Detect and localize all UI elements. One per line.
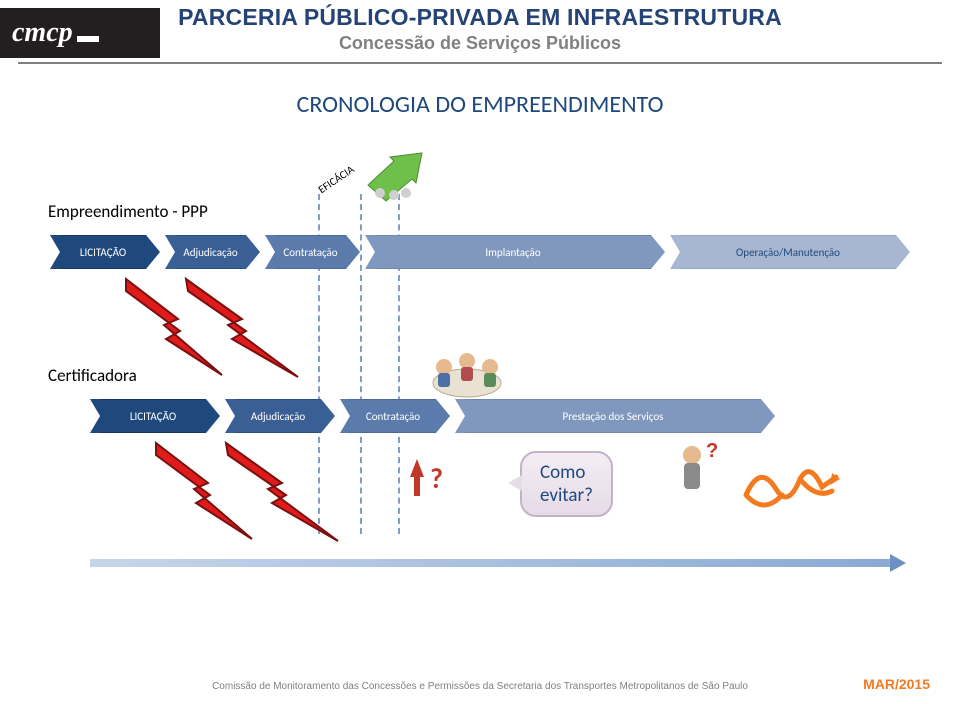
logo-underscore	[77, 36, 99, 42]
flow-step-label: Prestação dos Serviços	[465, 399, 761, 433]
footer-text: Comissão de Monitoramento das Concessões…	[0, 681, 960, 692]
meeting-clipart	[422, 339, 512, 403]
lightning-bolt-icon	[220, 439, 350, 554]
guide-line	[360, 194, 362, 534]
bubble-line1: Como	[540, 461, 593, 484]
flow-step: LICITAÇÃO	[50, 235, 160, 269]
footer-date: MAR/2015	[863, 676, 930, 692]
flow-step: Operação/Manutenção	[670, 235, 910, 269]
flow-step-label: LICITAÇÃO	[60, 235, 146, 269]
question-mark: ?	[430, 461, 443, 496]
section-title: CRONOLOGIA DO EMPREENDIMENTO	[0, 90, 960, 119]
flow-step-label: Operação/Manutenção	[680, 235, 896, 269]
header: cmcp PARCERIA PÚBLICO-PRIVADA EM INFRAES…	[0, 0, 960, 70]
lightning-bolt-icon	[180, 275, 310, 390]
flow-step: LICITAÇÃO	[90, 399, 220, 433]
confused-person-clipart: ?	[674, 439, 722, 505]
diagram-stage: EFICÁCIA Empreendimento - PPP LICITAÇÃO A…	[0, 139, 960, 599]
row-label-ppp: Empreendimento - PPP	[48, 201, 208, 222]
flow-step-label: LICITAÇÃO	[100, 399, 206, 433]
logo: cmcp	[0, 8, 160, 58]
tangle-clipart	[740, 455, 840, 515]
flow-step: Implantação	[365, 235, 665, 269]
team-push-arrow-clipart	[360, 143, 440, 203]
callout-bubble: Como evitar?	[520, 451, 613, 517]
flow-step-label: Contratação	[350, 399, 436, 433]
svg-text:?: ?	[706, 440, 718, 462]
flow-step-label: Contratação	[275, 235, 346, 269]
flow-step: Prestação dos Serviços	[455, 399, 775, 433]
logo-text: cmcp	[12, 17, 73, 49]
flow-step: Contratação	[340, 399, 450, 433]
header-divider	[18, 62, 942, 64]
flow-step-label: Adjudicação	[235, 399, 321, 433]
flow-step-label: Adjudicação	[175, 235, 246, 269]
bubble-line2: evitar?	[540, 484, 593, 507]
flow-step: Adjudicação	[165, 235, 260, 269]
flow-step: Adjudicação	[225, 399, 335, 433]
row-label-cert: Certificadora	[48, 365, 137, 386]
timeline-arrow	[90, 559, 890, 567]
flow-step: Contratação	[265, 235, 360, 269]
eficacia-label: EFICÁCIA	[316, 163, 357, 196]
flow-step-label: Implantação	[375, 235, 651, 269]
up-arrow-icon	[410, 459, 424, 477]
